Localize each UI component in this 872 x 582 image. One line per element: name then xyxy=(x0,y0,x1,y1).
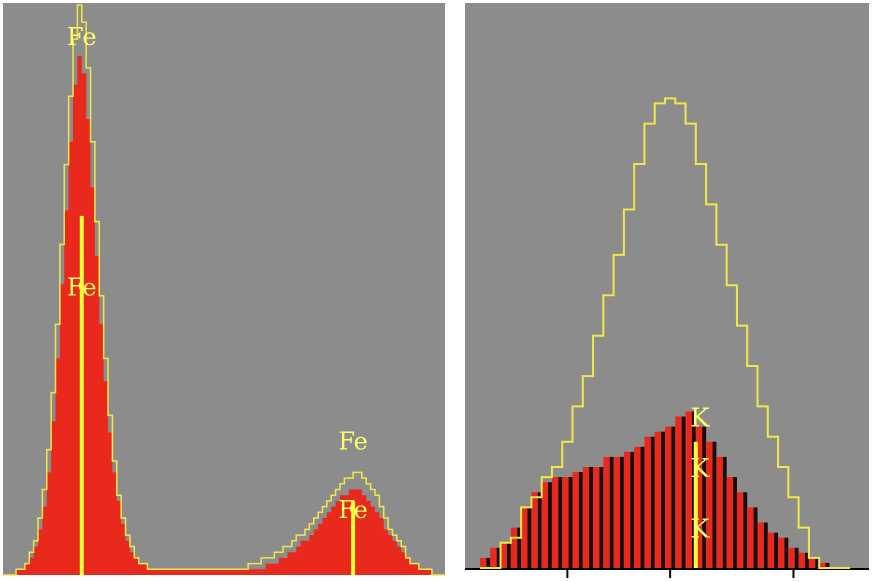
right-bar xyxy=(551,477,559,568)
right-bar xyxy=(716,456,723,568)
right-bar-shadow xyxy=(578,472,583,568)
right-bar xyxy=(603,456,610,568)
right-bar xyxy=(490,547,497,568)
right-bar-shadow xyxy=(517,527,522,568)
right-bar-shadow xyxy=(589,467,594,568)
right-bar-shadow xyxy=(630,451,635,568)
right-bar-shadow xyxy=(784,537,789,568)
right-bar xyxy=(665,426,672,568)
right-bar xyxy=(582,467,590,568)
right-bar-shadow xyxy=(722,456,727,568)
right-bar xyxy=(623,451,631,568)
right-bar-shadow xyxy=(681,416,686,568)
right-bar-shadow xyxy=(558,477,563,568)
right-bar xyxy=(757,522,764,568)
right-bar xyxy=(593,467,600,568)
left-peak-label: Fe xyxy=(67,274,97,302)
left-peak-label: Fe xyxy=(338,496,368,524)
right-bar xyxy=(788,547,795,568)
right-bar xyxy=(675,416,682,568)
right-bar-shadow xyxy=(599,467,604,568)
right-bar-shadow xyxy=(506,542,511,568)
right-bar-shadow xyxy=(650,436,655,568)
right-bar xyxy=(510,527,518,568)
right-bar xyxy=(562,477,569,568)
right-bar xyxy=(613,456,620,568)
left-panel-marks: Fe Fe Fe Fe xyxy=(3,4,445,576)
right-bar-shadow xyxy=(743,492,748,568)
right-bar-shadow xyxy=(702,426,707,568)
right-bar xyxy=(808,557,816,568)
right-panel-marks: KKK xyxy=(480,97,850,578)
right-bar-shadow xyxy=(661,431,665,568)
right-bar-shadow xyxy=(537,492,542,568)
right-bar-shadow xyxy=(753,507,758,568)
right-bar xyxy=(747,507,754,568)
right-bar-shadow xyxy=(486,557,491,568)
right-bar-shadow xyxy=(548,482,552,568)
right-bar-shadow xyxy=(763,522,768,568)
right-bar-shadow xyxy=(804,552,809,568)
right-bar-shadow xyxy=(609,456,614,568)
right-bar-shadow xyxy=(733,477,737,568)
right-bar xyxy=(531,492,538,568)
right-bar-shadow xyxy=(619,456,624,568)
right-bar-shadow xyxy=(774,532,779,568)
right-bar xyxy=(798,552,805,568)
right-bar-shadow xyxy=(496,547,501,568)
right-bar-shadow xyxy=(671,426,676,568)
right-bar xyxy=(685,411,692,568)
right-bar xyxy=(541,482,549,568)
right-bar-shadow xyxy=(527,507,532,568)
right-bar xyxy=(644,436,651,568)
right-peak-label: K xyxy=(690,404,710,434)
right-bar xyxy=(778,537,785,568)
right-outline-spectrum xyxy=(480,97,850,569)
right-bar xyxy=(736,492,744,568)
right-bar xyxy=(819,562,826,568)
right-bar xyxy=(521,507,528,568)
right-bar xyxy=(654,431,662,568)
right-bar xyxy=(500,542,507,568)
right-bar-shadow xyxy=(712,441,717,568)
left-peak-label: Fe xyxy=(67,23,97,51)
right-bar xyxy=(572,472,579,568)
right-peak-label: K xyxy=(690,454,710,484)
right-bar xyxy=(706,441,713,568)
left-peak-label: Fe xyxy=(338,428,368,456)
right-bar-shadow xyxy=(568,477,573,568)
right-bar xyxy=(480,557,487,568)
right-bar-shadow xyxy=(815,557,820,568)
right-peak-label: K xyxy=(690,515,710,545)
left-outline-spectrum xyxy=(3,4,445,576)
right-bar xyxy=(695,426,703,568)
right-bar xyxy=(726,477,734,568)
right-bar-shadow xyxy=(825,562,830,568)
right-bar xyxy=(767,532,775,568)
left-filled-spectrum xyxy=(3,56,445,576)
right-bar xyxy=(634,446,641,568)
right-bar-shadow xyxy=(794,547,799,568)
right-bar-shadow xyxy=(640,446,645,568)
